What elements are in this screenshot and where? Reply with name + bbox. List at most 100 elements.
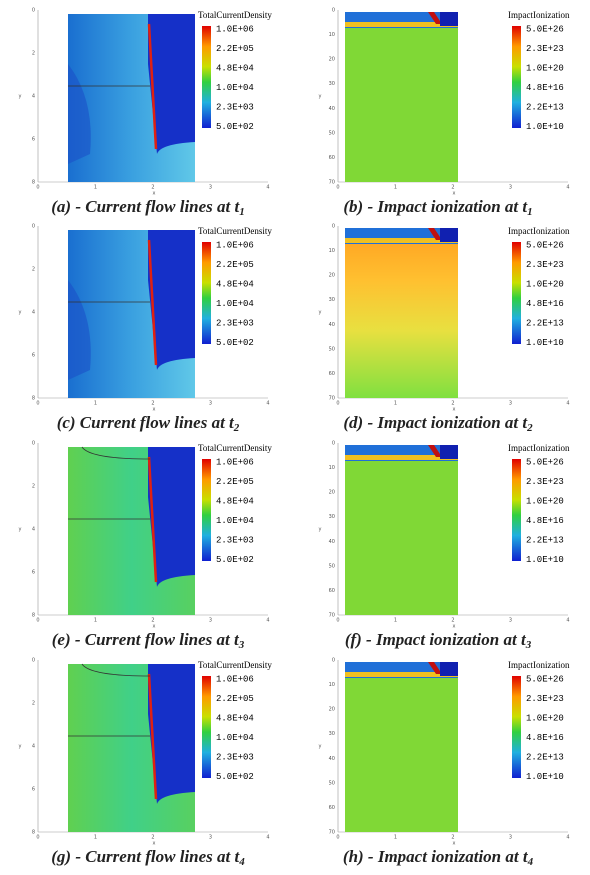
legend-label: 4.8E+04 [216, 279, 254, 289]
legend-label: 5.0E+26 [526, 240, 564, 250]
legend-label: 1.0E+04 [216, 83, 254, 93]
ionization-peak [428, 662, 442, 674]
caption: (e) - Current flow lines at t3 [52, 630, 245, 651]
x-tick-label: 1 [94, 618, 97, 624]
y-tick-label: 0 [32, 658, 35, 664]
depletion-region [148, 230, 195, 370]
y-tick-label: 20 [329, 273, 335, 279]
y-tick-label: 60 [329, 155, 335, 161]
colorbar [512, 26, 521, 128]
plot-region [345, 664, 458, 832]
plot-region [345, 14, 458, 182]
y-axis-label: y [319, 310, 322, 316]
plot-shading [68, 280, 91, 380]
depletion-region [148, 664, 195, 804]
depletion-region [148, 14, 195, 154]
oxide-region [440, 12, 458, 26]
legend-label: 2.3E+03 [216, 102, 254, 112]
caption: (a) - Current flow lines at t1 [51, 197, 244, 218]
caption: (d) - Impact ionization at t2 [343, 413, 533, 434]
y-tick-label: 2 [32, 701, 35, 707]
legend-label: 1.0E+04 [216, 516, 254, 526]
x-tick-label: 0 [336, 185, 339, 191]
y-tick-label: 4 [32, 527, 35, 533]
y-tick-label: 50 [329, 130, 335, 136]
x-tick-label: 4 [566, 618, 569, 624]
legend-label: 2.2E+13 [526, 102, 564, 112]
y-tick-label: 4 [32, 310, 35, 316]
surface-band [345, 455, 458, 460]
legend-label: 1.0E+20 [526, 63, 564, 73]
legend-label: 1.0E+20 [526, 713, 564, 723]
y-tick-label: 40 [329, 539, 335, 545]
y-tick-label: 70 [329, 613, 335, 619]
legend-label: 5.0E+02 [216, 338, 254, 348]
x-tick-label: 0 [36, 618, 39, 624]
legend-label: 1.0E+06 [216, 457, 254, 467]
y-tick-label: 0 [32, 224, 35, 230]
caption-text: (h) - Impact ionization at t [343, 847, 529, 866]
y-axis-label: y [319, 744, 322, 750]
plot-shading [68, 64, 91, 164]
y-tick-label: 0 [32, 441, 35, 447]
x-tick-label: 4 [566, 185, 569, 191]
legend-label: 2.3E+23 [526, 44, 564, 54]
legend-label: 1.0E+04 [216, 733, 254, 743]
x-tick-label: 0 [36, 835, 39, 841]
y-tick-label: 0 [332, 658, 335, 664]
caption-text: (b) - Impact ionization at t [343, 197, 528, 216]
legend-label: 2.2E+05 [216, 477, 254, 487]
x-tick-label: 2 [151, 618, 154, 624]
legend-label: 5.0E+26 [526, 457, 564, 467]
caption-subscript: 1 [239, 206, 245, 218]
legend-label: 1.0E+10 [526, 338, 564, 348]
legend-label: 2.2E+05 [216, 260, 254, 270]
caption-subscript: 3 [525, 639, 532, 651]
y-tick-label: 4 [32, 94, 35, 100]
y-tick-label: 50 [329, 346, 335, 352]
current-line [147, 239, 158, 366]
y-tick-label: 8 [32, 396, 35, 402]
x-tick-label: 2 [451, 618, 454, 624]
legend-label: 1.0E+06 [216, 240, 254, 250]
y-tick-label: 70 [329, 396, 335, 402]
caption-subscript: 2 [233, 422, 240, 434]
caption-text: (c) Current flow lines at t [57, 413, 235, 432]
legend-label: 4.8E+04 [216, 63, 254, 73]
colorbar [202, 26, 211, 128]
y-tick-label: 30 [329, 514, 335, 520]
ionization-peak [428, 445, 442, 457]
x-tick-label: 0 [36, 185, 39, 191]
legend-label: 1.0E+10 [526, 122, 564, 132]
legend-label: 5.0E+02 [216, 772, 254, 782]
x-axis-label: x [153, 407, 156, 413]
x-tick-label: 2 [151, 401, 154, 407]
legend-label: 2.3E+23 [526, 477, 564, 487]
caption-text: (e) - Current flow lines at t [52, 630, 240, 649]
caption-text: (f) - Impact ionization at t [345, 630, 527, 649]
y-tick-label: 2 [32, 51, 35, 57]
legend-label: 1.0E+20 [526, 279, 564, 289]
legend-label: 2.3E+23 [526, 260, 564, 270]
caption: (b) - Impact ionization at t1 [343, 197, 532, 218]
legend-title: ImpactIonization [508, 226, 570, 236]
depletion-region [148, 447, 195, 587]
y-tick-label: 60 [329, 588, 335, 594]
x-tick-label: 3 [209, 835, 212, 841]
surface-band [345, 238, 458, 243]
y-tick-label: 2 [32, 484, 35, 490]
x-tick-label: 4 [266, 401, 269, 407]
x-axis-label: x [453, 191, 456, 197]
y-tick-label: 8 [32, 180, 35, 186]
colorbar [512, 459, 521, 561]
legend-title: TotalCurrentDensity [198, 443, 272, 453]
legend-label: 1.0E+10 [526, 555, 564, 565]
legend-label: 1.0E+06 [216, 24, 254, 34]
caption-subscript: 4 [238, 856, 245, 868]
caption: (f) - Impact ionization at t3 [345, 630, 532, 651]
x-tick-label: 1 [94, 185, 97, 191]
colorbar [202, 676, 211, 778]
legend-label: 1.0E+04 [216, 299, 254, 309]
legend-label: 2.2E+13 [526, 752, 564, 762]
x-axis-label: x [453, 407, 456, 413]
